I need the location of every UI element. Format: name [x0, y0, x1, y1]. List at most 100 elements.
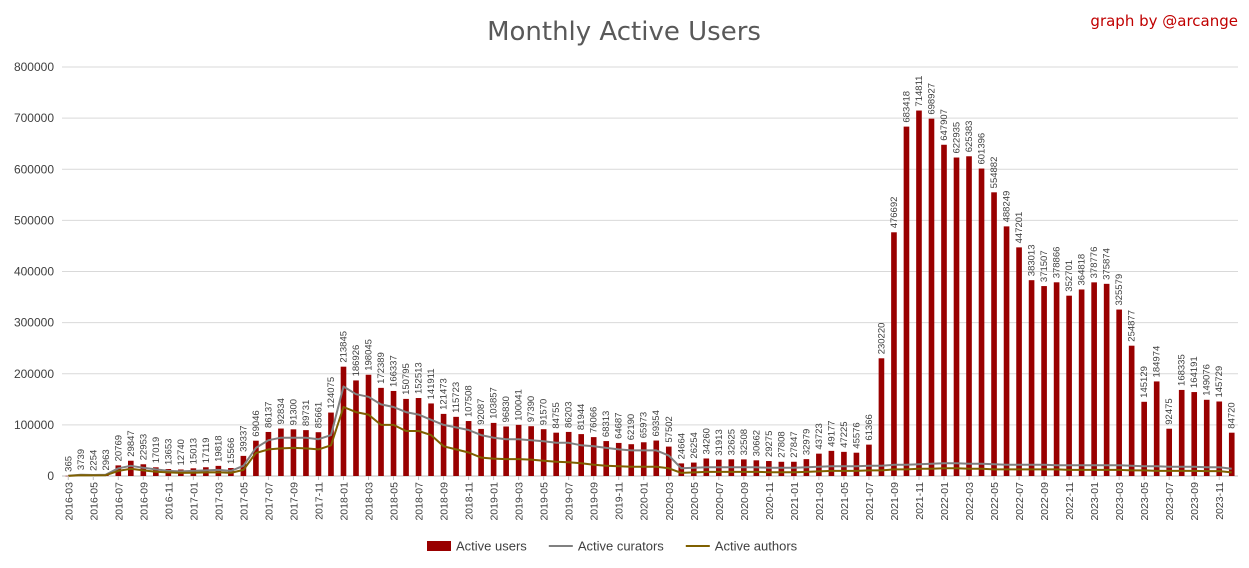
data-label-2019-02: 96830	[501, 396, 512, 422]
x-tick-label: 2021-11	[914, 482, 926, 520]
data-label-2023-07: 92475	[1164, 398, 1175, 424]
bar-2017-06	[253, 440, 259, 476]
data-label-2021-12: 698927	[926, 83, 937, 115]
data-label-2017-04: 15566	[226, 438, 237, 464]
data-label-2020-08: 32625	[726, 429, 737, 455]
bar-2022-06	[1003, 226, 1010, 476]
bar-2017-09	[290, 429, 297, 476]
bar-2019-11	[615, 442, 622, 476]
bar-2019-08	[578, 434, 585, 476]
data-label-2019-04: 97390	[526, 396, 537, 422]
y-tick-label: 700000	[14, 111, 54, 125]
data-label-2020-12: 27808	[776, 431, 787, 457]
x-tick-label: 2016-07	[113, 482, 125, 521]
bar-2018-03	[365, 374, 372, 476]
data-label-2023-05: 145129	[1139, 366, 1150, 398]
data-label-2018-01: 213845	[338, 331, 349, 363]
bar-2021-07	[866, 444, 872, 476]
bar-2019-10	[603, 441, 610, 476]
x-tick-label: 2019-09	[589, 482, 601, 521]
data-label-2023-01: 378776	[1089, 247, 1100, 279]
data-label-2023-10: 149076	[1202, 364, 1213, 396]
x-tick-label: 2022-09	[1039, 482, 1051, 521]
bar-2022-11	[1066, 295, 1072, 476]
y-axis-ticks: 0 100000 200000 300000 400000 500000 600000 700…	[14, 60, 54, 483]
data-label-2020-01: 65973	[639, 412, 650, 438]
data-label-2020-02: 69354	[651, 410, 662, 436]
data-label-2023-06: 184974	[1152, 346, 1163, 378]
data-label-2023-04: 254877	[1127, 310, 1138, 342]
x-tick-label: 2017-01	[188, 482, 200, 521]
x-tick-label: 2017-03	[213, 482, 225, 521]
x-tick-label: 2022-05	[989, 482, 1001, 521]
data-label-2023-09: 164191	[1189, 356, 1200, 388]
data-label-2019-03: 100041	[514, 389, 525, 421]
data-label-2018-10: 115723	[451, 382, 462, 413]
bar-2022-08	[1028, 280, 1035, 476]
x-tick-label: 2019-07	[564, 482, 576, 521]
bar-2019-03	[515, 424, 522, 476]
data-label-2016-03: 365	[63, 456, 74, 472]
data-label-2016-07: 20769	[113, 435, 124, 461]
data-label-2021-09: 476692	[889, 197, 900, 229]
data-label-2022-03: 625383	[964, 121, 975, 153]
x-tick-label: 2021-07	[864, 482, 876, 521]
bar-2022-09	[1041, 286, 1047, 476]
x-tick-label: 2017-09	[288, 482, 300, 521]
y-tick-label: 300000	[14, 316, 54, 330]
bar-2018-04	[378, 387, 384, 476]
bar-2017-03	[215, 465, 222, 476]
data-label-2019-09: 76066	[589, 407, 600, 433]
data-label-2016-05: 2254	[88, 450, 99, 471]
bar-2020-04	[678, 463, 685, 476]
data-label-2017-02: 17119	[201, 438, 212, 464]
x-tick-label: 2018-11	[464, 482, 476, 520]
bar-2023-02	[1103, 283, 1110, 476]
x-axis-ticks: 2016-03 2016-05 2016-07 2016-09 2016-11 2017-…	[63, 476, 1226, 521]
bar-2022-05	[991, 192, 997, 476]
bar-2017-11	[315, 432, 322, 476]
bar-2020-02	[653, 440, 660, 476]
bar-2023-08	[1178, 389, 1185, 476]
bar-2023-09	[1191, 392, 1198, 476]
bar-2021-03	[816, 453, 822, 476]
data-label-2022-05: 554882	[989, 157, 1000, 189]
bar-2022-02	[953, 157, 960, 476]
bar-2023-10	[1203, 399, 1210, 476]
data-label-2021-05: 47225	[839, 421, 850, 447]
x-tick-label: 2020-03	[664, 482, 676, 521]
chart-title: Monthly Active Users	[487, 17, 761, 47]
data-label-2022-08: 383013	[1027, 244, 1038, 276]
data-label-2017-03: 19818	[213, 435, 224, 461]
legend-swatch-active-users	[427, 541, 451, 551]
data-label-2019-11: 64687	[614, 413, 625, 439]
x-tick-label: 2023-07	[1164, 482, 1176, 521]
bar-2023-07	[1166, 428, 1173, 476]
x-tick-label: 2023-11	[1214, 482, 1226, 520]
x-tick-label: 2018-05	[389, 482, 401, 521]
x-tick-label: 2019-03	[514, 482, 526, 521]
data-label-2022-11: 352701	[1064, 260, 1075, 292]
x-tick-label: 2021-01	[789, 482, 801, 521]
bar-2021-09	[891, 232, 897, 476]
data-label-2018-08: 141911	[426, 368, 437, 399]
data-label-2022-01: 647907	[939, 109, 950, 141]
y-tick-label: 100000	[14, 418, 54, 432]
bar-2019-06	[553, 432, 559, 476]
x-tick-label: 2017-07	[263, 482, 275, 521]
data-label-2022-12: 364818	[1077, 254, 1088, 286]
bar-2021-08	[878, 358, 885, 476]
x-tick-label: 2018-09	[439, 482, 451, 521]
y-tick-label: 200000	[14, 367, 54, 381]
bar-2022-01	[941, 144, 947, 476]
bar-2017-07	[265, 431, 272, 476]
bar-2023-12	[1228, 432, 1235, 476]
y-tick-label: 0	[47, 469, 54, 483]
bar-2020-05	[690, 462, 697, 476]
data-label-2017-06: 69046	[251, 410, 262, 436]
data-label-2018-04: 172389	[376, 352, 387, 384]
data-label-2016-12: 12740	[176, 439, 187, 465]
x-tick-label: 2020-07	[714, 482, 726, 521]
